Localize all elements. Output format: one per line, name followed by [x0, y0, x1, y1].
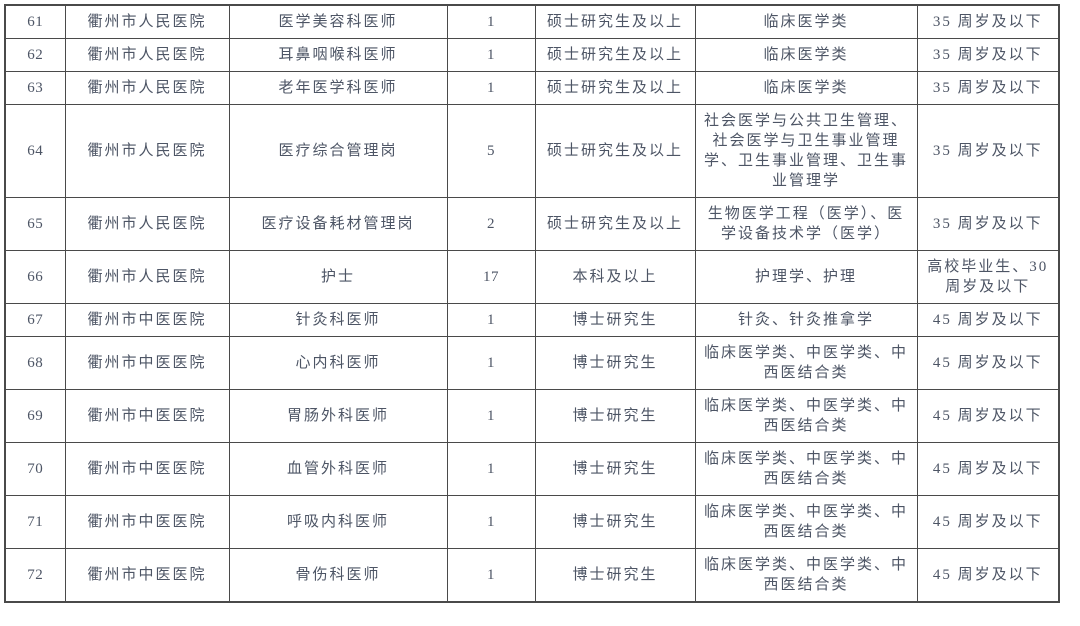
table-row: 70 衢州市中医医院 血管外科医师 1 博士研究生 临床医学类、中医学类、中西医…	[4, 442, 1060, 496]
cell-major-requirement: 临床医学类	[694, 38, 918, 72]
cell-education-requirement: 硕士研究生及以上	[534, 71, 696, 105]
cell-hospital-name: 衢州市人民医院	[64, 104, 230, 198]
cell-headcount: 17	[446, 250, 536, 304]
cell-position-name: 医学美容科医师	[228, 4, 448, 39]
cell-major-requirement: 社会医学与公共卫生管理、社会医学与卫生事业管理学、卫生事业管理、卫生事业管理学	[694, 104, 918, 198]
cell-major-requirement: 针灸、针灸推拿学	[694, 303, 918, 337]
cell-hospital-name: 衢州市中医医院	[64, 389, 230, 443]
cell-position-name: 血管外科医师	[228, 442, 448, 496]
table-row: 62 衢州市人民医院 耳鼻咽喉科医师 1 硕士研究生及以上 临床医学类 35 周…	[4, 38, 1060, 72]
cell-education-requirement: 硕士研究生及以上	[534, 104, 696, 198]
recruitment-table: 61 衢州市人民医院 医学美容科医师 1 硕士研究生及以上 临床医学类 35 周…	[4, 4, 1060, 603]
cell-hospital-name: 衢州市人民医院	[64, 197, 230, 251]
cell-row-number: 70	[4, 442, 66, 496]
cell-major-requirement: 临床医学类、中医学类、中西医结合类	[694, 495, 918, 549]
cell-education-requirement: 博士研究生	[534, 548, 696, 603]
cell-position-name: 针灸科医师	[228, 303, 448, 337]
cell-education-requirement: 博士研究生	[534, 303, 696, 337]
cell-major-requirement: 临床医学类	[694, 71, 918, 105]
cell-hospital-name: 衢州市人民医院	[64, 38, 230, 72]
cell-age-requirement: 45 周岁及以下	[916, 336, 1060, 390]
cell-education-requirement: 博士研究生	[534, 389, 696, 443]
cell-hospital-name: 衢州市人民医院	[64, 250, 230, 304]
cell-education-requirement: 硕士研究生及以上	[534, 197, 696, 251]
cell-age-requirement: 45 周岁及以下	[916, 548, 1060, 603]
cell-education-requirement: 硕士研究生及以上	[534, 38, 696, 72]
cell-row-number: 67	[4, 303, 66, 337]
cell-education-requirement: 博士研究生	[534, 336, 696, 390]
cell-position-name: 医疗综合管理岗	[228, 104, 448, 198]
table-row: 65 衢州市人民医院 医疗设备耗材管理岗 2 硕士研究生及以上 生物医学工程（医…	[4, 197, 1060, 251]
cell-major-requirement: 生物医学工程（医学）、医学设备技术学（医学）	[694, 197, 918, 251]
cell-position-name: 护士	[228, 250, 448, 304]
cell-row-number: 65	[4, 197, 66, 251]
cell-position-name: 耳鼻咽喉科医师	[228, 38, 448, 72]
cell-major-requirement: 临床医学类、中医学类、中西医结合类	[694, 389, 918, 443]
cell-headcount: 1	[446, 71, 536, 105]
cell-headcount: 1	[446, 389, 536, 443]
cell-row-number: 71	[4, 495, 66, 549]
cell-age-requirement: 35 周岁及以下	[916, 197, 1060, 251]
cell-major-requirement: 临床医学类、中医学类、中西医结合类	[694, 336, 918, 390]
cell-position-name: 呼吸内科医师	[228, 495, 448, 549]
cell-headcount: 1	[446, 495, 536, 549]
document-page: 61 衢州市人民医院 医学美容科医师 1 硕士研究生及以上 临床医学类 35 周…	[4, 4, 1060, 603]
cell-position-name: 心内科医师	[228, 336, 448, 390]
cell-hospital-name: 衢州市人民医院	[64, 71, 230, 105]
cell-education-requirement: 硕士研究生及以上	[534, 4, 696, 39]
cell-education-requirement: 博士研究生	[534, 442, 696, 496]
table-row: 64 衢州市人民医院 医疗综合管理岗 5 硕士研究生及以上 社会医学与公共卫生管…	[4, 104, 1060, 198]
cell-row-number: 69	[4, 389, 66, 443]
cell-position-name: 老年医学科医师	[228, 71, 448, 105]
cell-position-name: 胃肠外科医师	[228, 389, 448, 443]
cell-position-name: 骨伤科医师	[228, 548, 448, 603]
cell-age-requirement: 45 周岁及以下	[916, 389, 1060, 443]
cell-headcount: 2	[446, 197, 536, 251]
table-row: 69 衢州市中医医院 胃肠外科医师 1 博士研究生 临床医学类、中医学类、中西医…	[4, 389, 1060, 443]
cell-hospital-name: 衢州市中医医院	[64, 495, 230, 549]
cell-hospital-name: 衢州市中医医院	[64, 548, 230, 603]
cell-headcount: 1	[446, 442, 536, 496]
cell-hospital-name: 衢州市中医医院	[64, 336, 230, 390]
table-row: 71 衢州市中医医院 呼吸内科医师 1 博士研究生 临床医学类、中医学类、中西医…	[4, 495, 1060, 549]
cell-hospital-name: 衢州市中医医院	[64, 303, 230, 337]
cell-headcount: 1	[446, 336, 536, 390]
cell-row-number: 72	[4, 548, 66, 603]
cell-education-requirement: 博士研究生	[534, 495, 696, 549]
table-row: 67 衢州市中医医院 针灸科医师 1 博士研究生 针灸、针灸推拿学 45 周岁及…	[4, 303, 1060, 337]
cell-row-number: 63	[4, 71, 66, 105]
cell-major-requirement: 护理学、护理	[694, 250, 918, 304]
cell-headcount: 1	[446, 4, 536, 39]
cell-headcount: 5	[446, 104, 536, 198]
cell-row-number: 64	[4, 104, 66, 198]
table-row: 72 衢州市中医医院 骨伤科医师 1 博士研究生 临床医学类、中医学类、中西医结…	[4, 548, 1060, 603]
table-row: 61 衢州市人民医院 医学美容科医师 1 硕士研究生及以上 临床医学类 35 周…	[4, 4, 1060, 39]
cell-age-requirement: 高校毕业生、30 周岁及以下	[916, 250, 1060, 304]
cell-row-number: 66	[4, 250, 66, 304]
cell-position-name: 医疗设备耗材管理岗	[228, 197, 448, 251]
cell-row-number: 68	[4, 336, 66, 390]
cell-education-requirement: 本科及以上	[534, 250, 696, 304]
table-body: 61 衢州市人民医院 医学美容科医师 1 硕士研究生及以上 临床医学类 35 周…	[4, 4, 1060, 603]
table-row: 63 衢州市人民医院 老年医学科医师 1 硕士研究生及以上 临床医学类 35 周…	[4, 71, 1060, 105]
cell-headcount: 1	[446, 303, 536, 337]
cell-age-requirement: 35 周岁及以下	[916, 71, 1060, 105]
cell-major-requirement: 临床医学类	[694, 4, 918, 39]
cell-headcount: 1	[446, 548, 536, 603]
cell-age-requirement: 45 周岁及以下	[916, 495, 1060, 549]
table-row: 66 衢州市人民医院 护士 17 本科及以上 护理学、护理 高校毕业生、30 周…	[4, 250, 1060, 304]
cell-age-requirement: 35 周岁及以下	[916, 4, 1060, 39]
table-row: 68 衢州市中医医院 心内科医师 1 博士研究生 临床医学类、中医学类、中西医结…	[4, 336, 1060, 390]
cell-major-requirement: 临床医学类、中医学类、中西医结合类	[694, 442, 918, 496]
cell-row-number: 61	[4, 4, 66, 39]
cell-major-requirement: 临床医学类、中医学类、中西医结合类	[694, 548, 918, 603]
cell-age-requirement: 45 周岁及以下	[916, 442, 1060, 496]
cell-age-requirement: 45 周岁及以下	[916, 303, 1060, 337]
cell-row-number: 62	[4, 38, 66, 72]
cell-hospital-name: 衢州市中医医院	[64, 442, 230, 496]
cell-age-requirement: 35 周岁及以下	[916, 104, 1060, 198]
cell-headcount: 1	[446, 38, 536, 72]
cell-age-requirement: 35 周岁及以下	[916, 38, 1060, 72]
cell-hospital-name: 衢州市人民医院	[64, 4, 230, 39]
